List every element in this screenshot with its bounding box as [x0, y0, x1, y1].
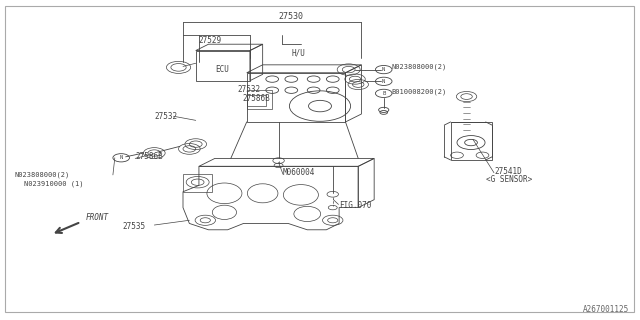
Bar — [246, 73, 346, 122]
Text: ECU: ECU — [216, 65, 229, 74]
Text: 27532: 27532 — [154, 112, 177, 121]
Text: 27530: 27530 — [279, 12, 304, 21]
Text: N: N — [120, 155, 123, 160]
Bar — [183, 174, 212, 192]
Text: FRONT: FRONT — [86, 213, 109, 222]
Text: 27532: 27532 — [237, 85, 260, 94]
Bar — [246, 95, 266, 106]
Text: H/U: H/U — [291, 48, 305, 57]
Text: N023808000(2): N023808000(2) — [392, 64, 447, 70]
Text: 27541D: 27541D — [494, 167, 522, 176]
Text: 27586B: 27586B — [135, 152, 163, 161]
Bar — [451, 122, 492, 160]
Text: <G SENSOR>: <G SENSOR> — [486, 174, 532, 184]
Text: M060004: M060004 — [283, 168, 316, 177]
Text: N023808000(2): N023808000(2) — [14, 172, 69, 178]
Text: 27535: 27535 — [122, 222, 145, 231]
Text: N023910000 (1): N023910000 (1) — [24, 180, 84, 187]
Bar — [246, 90, 272, 109]
Text: A267001125: A267001125 — [583, 305, 629, 314]
Text: 27529: 27529 — [199, 36, 222, 44]
Text: FIG.070: FIG.070 — [339, 202, 371, 211]
Text: N: N — [382, 79, 385, 84]
Text: 27586B: 27586B — [243, 94, 270, 103]
Text: B: B — [382, 91, 385, 96]
Bar — [196, 51, 250, 81]
Text: N: N — [382, 67, 385, 72]
Text: B010008200(2): B010008200(2) — [392, 89, 447, 95]
